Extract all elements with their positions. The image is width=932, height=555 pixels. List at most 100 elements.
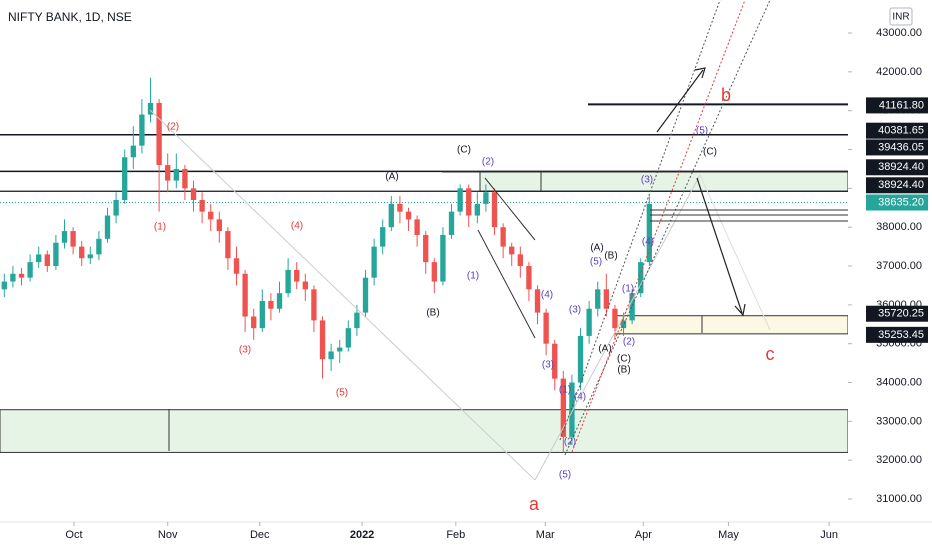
price-tag-label: 40381.65: [878, 125, 924, 137]
wave-label: (C): [457, 145, 471, 156]
candle-body: [638, 262, 644, 294]
candle-body: [388, 203, 394, 228]
candle-body: [371, 246, 377, 278]
wave-label: (2): [482, 157, 494, 168]
candle-body: [259, 300, 265, 329]
candle-body: [345, 328, 351, 348]
candle-body: [380, 227, 386, 247]
candle-body: [268, 300, 274, 309]
candle-body: [104, 215, 111, 239]
candle-body: [509, 246, 515, 255]
x-tick-label: Feb: [446, 529, 465, 541]
wave-label: (3): [239, 345, 251, 356]
candle-body: [27, 262, 33, 278]
candle-body: [242, 273, 248, 317]
x-tick-label: Dec: [250, 529, 270, 541]
wave-label: (3): [542, 360, 554, 371]
candle-body: [534, 289, 541, 313]
candle-body: [586, 308, 592, 336]
candle-body: [225, 231, 231, 259]
y-tick-label: 31000.00: [876, 493, 922, 505]
price-tag: [866, 122, 928, 139]
wedge-line: [477, 229, 536, 339]
candle-body: [448, 211, 455, 235]
x-tick-label: Nov: [158, 529, 178, 541]
candle-body: [87, 254, 93, 259]
price-tag: [866, 194, 928, 211]
drawings: [149, 0, 848, 481]
price-tag-label: 39436.05: [878, 141, 924, 153]
currency: INR: [892, 12, 909, 23]
candle-body: [113, 200, 119, 216]
candle-body: [603, 289, 609, 309]
x-tick-label: Apr: [635, 529, 652, 541]
candle-body: [517, 254, 523, 267]
x-tick-label: 2022: [350, 529, 374, 541]
wave-label: (A): [590, 243, 603, 254]
candle-body: [1, 281, 7, 290]
price-tag: [866, 326, 928, 343]
candle-body: [543, 312, 549, 344]
candle-body: [431, 262, 437, 282]
candle-body: [595, 289, 601, 309]
wave-label: (B): [617, 365, 630, 376]
x-tick-label: Mar: [536, 529, 555, 541]
trend-line: [699, 174, 771, 331]
candle-body: [397, 203, 403, 212]
wave-label: (C): [703, 147, 717, 158]
wave-label: (A): [385, 172, 398, 183]
wave-label: (5): [696, 126, 708, 137]
candle-body: [337, 347, 343, 352]
price-tag: [866, 139, 928, 156]
candle-body: [577, 335, 584, 383]
candle-body: [165, 165, 171, 181]
candle-body: [190, 188, 197, 200]
candle-body: [199, 200, 205, 212]
candle-body: [612, 308, 618, 329]
candle-body: [414, 219, 420, 235]
wave-label: (3): [569, 305, 581, 316]
y-tick-label: 32000.00: [876, 454, 922, 466]
channel-line: [571, 0, 746, 453]
candle-body: [216, 219, 222, 232]
price-tag-label: 35720.25: [878, 308, 924, 320]
currency-badge[interactable]: [889, 7, 913, 26]
price-tag-label: 38924.40: [878, 161, 924, 173]
candle-body: [233, 258, 240, 274]
zone: [614, 315, 849, 335]
wave-label: (5): [336, 388, 348, 399]
candle-body: [362, 277, 369, 313]
price-tag: [866, 159, 928, 176]
candle-body: [10, 273, 16, 282]
candle-body: [182, 168, 188, 189]
price-tag-label: 38635.20: [878, 196, 924, 208]
zone: [479, 170, 849, 192]
wave-label: (4): [574, 392, 586, 403]
zone: [0, 409, 849, 453]
x-tick-label: Oct: [65, 529, 82, 541]
candle-body: [483, 192, 489, 204]
candle-body: [620, 320, 627, 329]
candle-body: [328, 351, 334, 360]
wave-label: (1): [154, 222, 166, 233]
candle-body: [130, 145, 136, 158]
y-tick-label: 42000.00: [876, 66, 922, 78]
candle-body: [139, 114, 145, 146]
candle-body: [646, 203, 652, 263]
candle-body: [629, 293, 635, 321]
wave-label: (4): [541, 290, 553, 301]
candle-body: [302, 281, 308, 290]
wave-label: (4): [291, 221, 303, 232]
candle-body: [251, 316, 257, 329]
candle-body: [208, 211, 214, 220]
arrow: [656, 67, 706, 133]
y-tick-label: 34000.00: [876, 376, 922, 388]
wave-label: (C): [617, 354, 631, 365]
candle-body: [440, 234, 446, 282]
wave-label: (3): [641, 175, 653, 186]
trend-line: [534, 174, 701, 481]
wave-label: (2): [564, 437, 576, 448]
x-tick-label: May: [718, 529, 739, 541]
candle-body: [156, 102, 162, 166]
